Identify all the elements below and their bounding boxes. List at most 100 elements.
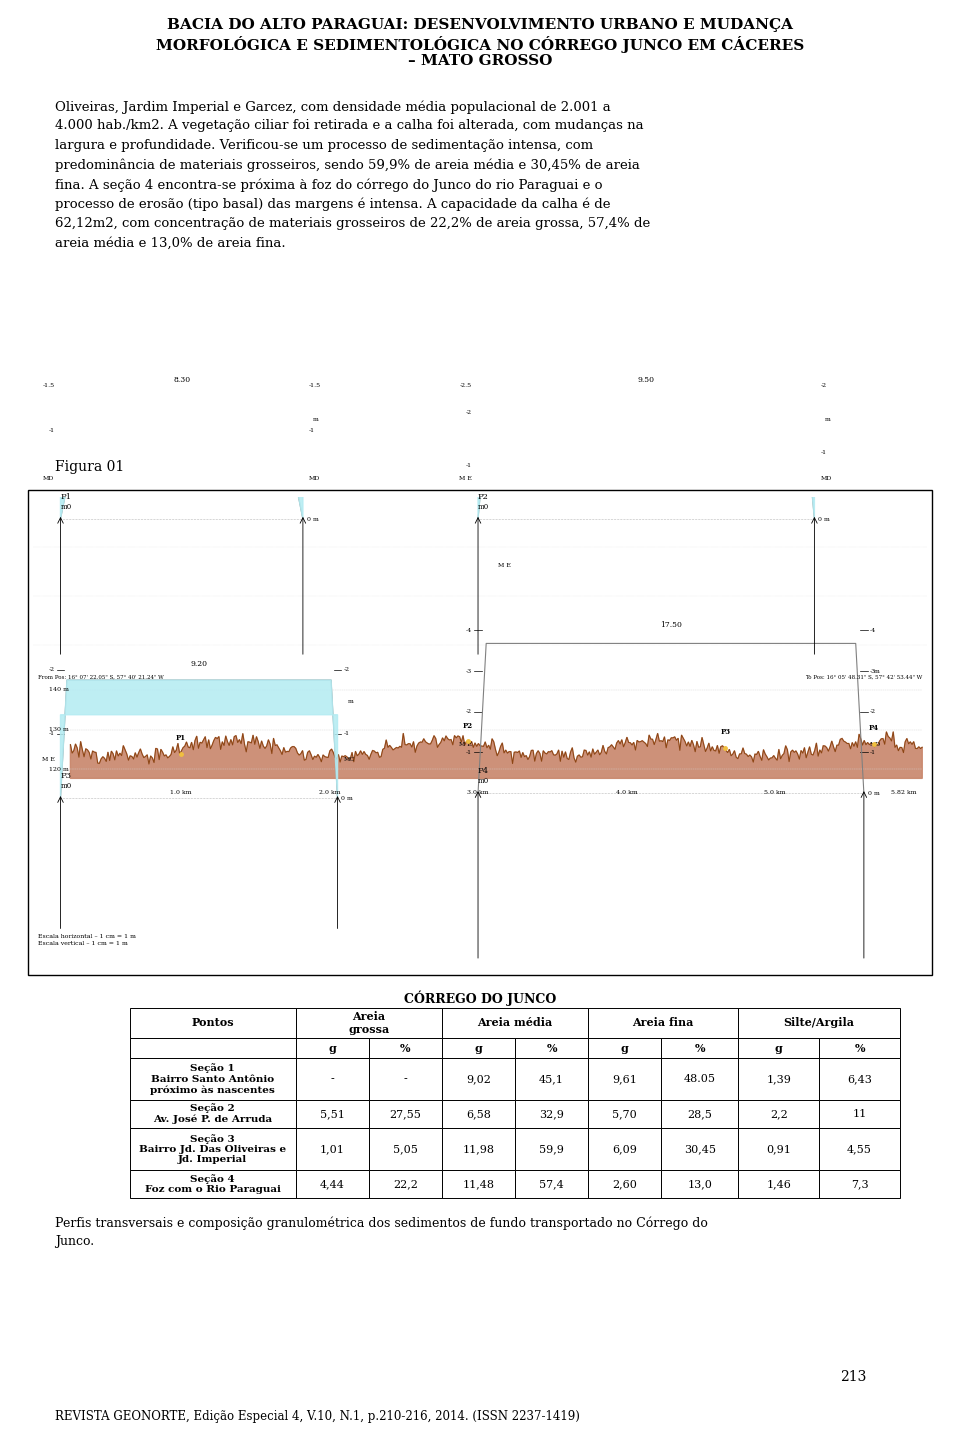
Text: -2: -2 — [870, 709, 876, 714]
Text: P1: P1 — [176, 734, 186, 743]
Text: 0 m: 0 m — [818, 516, 830, 522]
Text: 1,39: 1,39 — [766, 1074, 791, 1084]
Text: 8.30: 8.30 — [173, 376, 190, 384]
Text: -1: -1 — [466, 750, 472, 756]
Text: 0 m: 0 m — [342, 796, 353, 802]
Text: -1.5: -1.5 — [309, 384, 321, 388]
Text: MD: MD — [309, 476, 321, 482]
Text: %: % — [400, 1043, 411, 1054]
Text: 28,5: 28,5 — [687, 1109, 712, 1119]
Polygon shape — [478, 402, 814, 519]
Bar — [661, 1038, 738, 1058]
Text: Figura 01: Figura 01 — [55, 460, 124, 474]
Text: -3: -3 — [870, 669, 876, 673]
Bar — [296, 1058, 369, 1100]
Text: 62,12m2, com concentração de materiais grosseiros de 22,2% de areia grossa, 57,4: 62,12m2, com concentração de materiais g… — [55, 216, 650, 231]
Bar — [130, 1038, 296, 1058]
Text: -1: -1 — [466, 463, 472, 469]
Text: P3: P3 — [60, 773, 71, 780]
Polygon shape — [60, 420, 303, 519]
Bar — [588, 1008, 738, 1038]
Text: P3: P3 — [720, 728, 731, 735]
Text: 5,05: 5,05 — [393, 1144, 418, 1154]
Text: 5.0 km: 5.0 km — [764, 790, 785, 795]
Bar — [588, 1128, 661, 1169]
Bar — [819, 1058, 900, 1100]
Bar — [588, 1169, 661, 1198]
Text: 3.0 km: 3.0 km — [468, 790, 489, 795]
Text: 4.000 hab./km2. A vegetação ciliar foi retirada e a calha foi alterada, com muda: 4.000 hab./km2. A vegetação ciliar foi r… — [55, 120, 643, 133]
Text: 11,48: 11,48 — [463, 1180, 494, 1190]
Text: Silte/Argila: Silte/Argila — [783, 1018, 854, 1028]
Bar — [296, 1128, 369, 1169]
Text: -1.5: -1.5 — [42, 384, 55, 388]
Bar — [442, 1169, 515, 1198]
Text: 2.0 km: 2.0 km — [319, 790, 341, 795]
Text: -2: -2 — [344, 668, 349, 672]
Text: -2: -2 — [821, 384, 827, 388]
Text: 30,45: 30,45 — [684, 1144, 716, 1154]
Text: MD: MD — [870, 741, 881, 747]
Text: P2: P2 — [463, 721, 473, 730]
Text: Junco.: Junco. — [55, 1234, 94, 1247]
Text: 9,02: 9,02 — [466, 1074, 491, 1084]
Bar — [442, 1038, 515, 1058]
Text: -: - — [330, 1074, 334, 1084]
Bar — [442, 1100, 515, 1128]
Bar — [442, 1128, 515, 1169]
Text: Seção 3
Bairro Jd. Das Oliveiras e
Jd. Imperial: Seção 3 Bairro Jd. Das Oliveiras e Jd. I… — [139, 1133, 286, 1164]
Bar — [661, 1169, 738, 1198]
Text: -3: -3 — [466, 669, 472, 673]
Text: processo de erosão (tipo basal) das margens é intensa. A capacidade da calha é d: processo de erosão (tipo basal) das marg… — [55, 198, 611, 211]
Bar — [588, 1038, 661, 1058]
Text: 1,01: 1,01 — [320, 1144, 345, 1154]
Text: 48.05: 48.05 — [684, 1074, 716, 1084]
Text: 13,0: 13,0 — [687, 1180, 712, 1190]
Text: 120 m: 120 m — [49, 767, 68, 771]
Bar — [369, 1058, 442, 1100]
Bar — [130, 1058, 296, 1100]
Text: %: % — [546, 1043, 557, 1054]
Bar — [661, 1128, 738, 1169]
Bar — [819, 1100, 900, 1128]
Text: m0: m0 — [478, 777, 490, 786]
Text: 9,61: 9,61 — [612, 1074, 637, 1084]
Text: 0 m: 0 m — [868, 792, 879, 796]
Text: 4,55: 4,55 — [847, 1144, 872, 1154]
Text: P2: P2 — [478, 493, 489, 502]
Bar — [130, 1100, 296, 1128]
Text: Oliveiras, Jardim Imperial e Garcez, com densidade média populacional de 2.001 a: Oliveiras, Jardim Imperial e Garcez, com… — [55, 99, 611, 114]
Text: 213: 213 — [840, 1370, 866, 1384]
Text: 9.20: 9.20 — [190, 660, 207, 668]
Text: M E: M E — [459, 741, 472, 747]
Text: m0: m0 — [60, 782, 72, 790]
Bar — [738, 1169, 819, 1198]
Text: Areia média: Areia média — [477, 1018, 553, 1028]
Text: 2,60: 2,60 — [612, 1180, 637, 1190]
Text: 5,70: 5,70 — [612, 1109, 637, 1119]
Text: largura e profundidade. Verificou-se um processo de sedimentação intensa, com: largura e profundidade. Verificou-se um … — [55, 138, 593, 151]
Text: 7,3: 7,3 — [851, 1180, 869, 1190]
Text: -1: -1 — [48, 428, 55, 433]
Text: 140 m: 140 m — [49, 686, 68, 692]
Bar — [661, 1100, 738, 1128]
Text: -2: -2 — [48, 668, 55, 672]
Text: 130 m: 130 m — [49, 727, 68, 733]
Text: 0,91: 0,91 — [766, 1144, 791, 1154]
Text: 6,58: 6,58 — [466, 1109, 491, 1119]
Text: MD: MD — [43, 476, 55, 482]
Bar — [130, 1128, 296, 1169]
Text: m0: m0 — [478, 503, 490, 510]
Text: M E: M E — [41, 757, 55, 763]
Text: %: % — [694, 1043, 705, 1054]
Text: 9.50: 9.50 — [637, 376, 655, 384]
Bar — [130, 1008, 296, 1038]
Bar — [738, 1038, 819, 1058]
Text: 4.0 km: 4.0 km — [615, 790, 637, 795]
Text: -4: -4 — [466, 627, 472, 633]
Text: m: m — [874, 669, 879, 673]
Text: MC: MC — [344, 757, 354, 763]
Text: Seção 2
Av. José P. de Arruda: Seção 2 Av. José P. de Arruda — [154, 1103, 273, 1125]
Bar — [369, 1128, 442, 1169]
Bar — [296, 1038, 369, 1058]
